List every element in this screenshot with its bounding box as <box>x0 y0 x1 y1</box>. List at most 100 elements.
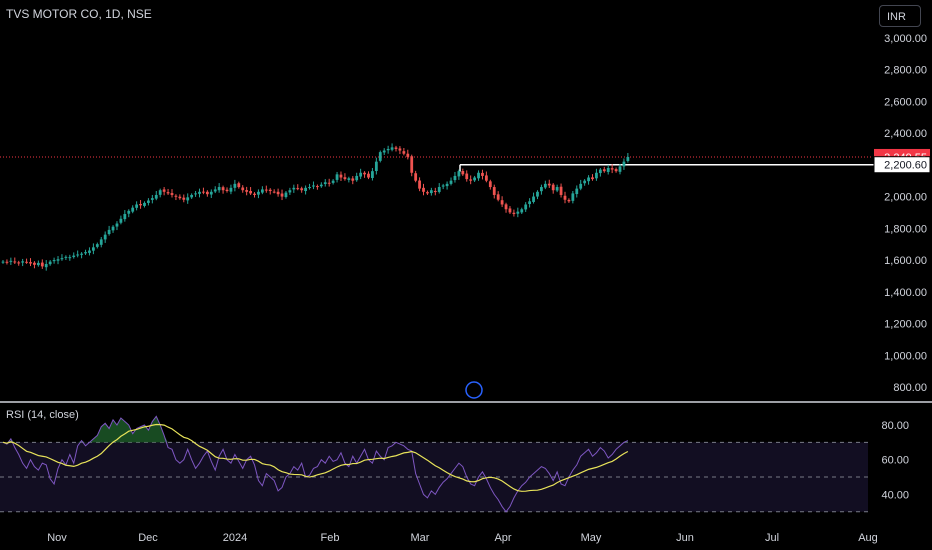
candle-body <box>543 183 547 188</box>
candle-body <box>119 218 123 223</box>
candle-body <box>595 172 598 179</box>
rsi-ma-line <box>2 423 629 492</box>
rsi-tick-label: 80.00 <box>881 420 909 432</box>
candle-body <box>264 189 268 191</box>
candle-body <box>528 201 532 205</box>
candle-body <box>229 187 233 192</box>
candle-body <box>143 202 146 206</box>
candle-body <box>591 177 594 180</box>
candle-body <box>202 191 205 193</box>
candle-body <box>461 171 465 175</box>
candle-body <box>437 187 441 192</box>
candle-body <box>5 261 9 263</box>
candle-body <box>371 171 374 178</box>
price-tick-label: 2,800.00 <box>884 65 927 77</box>
candle-body <box>422 187 425 192</box>
price-tick-label: 3,000.00 <box>884 33 927 45</box>
candle-body <box>426 192 429 194</box>
candle-body <box>170 193 174 195</box>
candle-body <box>382 150 386 153</box>
candle-body <box>300 188 304 191</box>
time-tick-label: Aug <box>858 532 878 544</box>
horizontal-level-line[interactable] <box>0 156 874 172</box>
time-tick-label: Nov <box>47 532 67 544</box>
candle-body <box>115 223 119 227</box>
candle-body <box>150 198 154 200</box>
candle-body <box>316 186 319 188</box>
candle-body <box>331 180 335 183</box>
candle-body <box>323 182 327 185</box>
candle-body <box>551 184 555 191</box>
price-tick-label: 2,600.00 <box>884 96 927 108</box>
candle-body <box>473 177 476 181</box>
price-tick-label: 2,000.00 <box>884 192 927 204</box>
candle-body <box>488 181 492 188</box>
time-tick-label: Jul <box>765 532 779 544</box>
candle-body <box>355 175 359 181</box>
candle-body <box>154 194 158 199</box>
candle-body <box>166 192 170 194</box>
candle-body <box>378 152 382 161</box>
candle-body <box>386 148 390 151</box>
candle-body <box>626 156 630 162</box>
price-axis: 3,000.002,800.002,600.002,400.002,200.00… <box>884 33 927 394</box>
candle-body <box>253 193 256 195</box>
candle-body <box>555 187 559 191</box>
candle-body <box>477 172 480 179</box>
price-tick-label: 1,200.00 <box>884 319 927 331</box>
candle-body <box>95 244 99 247</box>
candle-body <box>363 172 366 175</box>
candle-body <box>111 226 115 231</box>
candle-body <box>174 195 178 197</box>
candle-body <box>127 210 131 214</box>
price-labels: 2,249.552,200.60 <box>873 148 931 174</box>
candle-body <box>308 187 311 189</box>
candle-body <box>512 212 516 215</box>
candle-body <box>17 262 21 264</box>
candle-body <box>606 167 610 172</box>
candle-body <box>402 151 406 154</box>
candle-body <box>52 260 56 262</box>
candle-body <box>390 147 394 150</box>
candle-body <box>571 193 575 201</box>
candle-body <box>547 183 551 186</box>
candle-body <box>245 190 249 192</box>
candle-body <box>190 194 194 198</box>
candle-body <box>575 188 579 195</box>
candle-body <box>602 169 606 172</box>
candle-body <box>418 180 421 189</box>
candle-body <box>374 161 378 172</box>
candle-body <box>465 173 469 180</box>
time-tick-label: Jun <box>676 532 694 544</box>
candle-body <box>536 191 539 197</box>
candle-body <box>457 171 461 177</box>
candle-body <box>198 191 201 194</box>
candle-body <box>524 204 528 210</box>
candle-body <box>339 174 343 178</box>
candle-body <box>84 252 87 254</box>
candle-body <box>532 196 535 202</box>
candle-body <box>367 173 370 178</box>
candle-body <box>162 189 166 192</box>
candle-body <box>484 175 488 181</box>
candle-body <box>343 177 347 180</box>
time-tick-label: Dec <box>138 532 158 544</box>
candle-body <box>272 191 276 193</box>
candle-body <box>131 207 135 212</box>
candle-body <box>72 255 76 258</box>
rsi-label: RSI (14, close) <box>6 409 79 421</box>
candle-body <box>567 199 571 202</box>
candle-body <box>99 239 103 245</box>
candle-body <box>563 195 567 200</box>
candle-body <box>221 187 225 191</box>
currency-button[interactable]: INR <box>879 5 921 27</box>
candle-body <box>304 187 308 192</box>
candle-body <box>9 260 13 262</box>
candle-body <box>284 192 288 198</box>
symbol-title: TVS MOTOR CO, 1D, NSE <box>6 7 152 21</box>
candle-body <box>64 256 68 258</box>
candle-body <box>504 204 508 210</box>
price-tick-label: 800.00 <box>893 382 927 394</box>
candle-body <box>217 187 221 191</box>
